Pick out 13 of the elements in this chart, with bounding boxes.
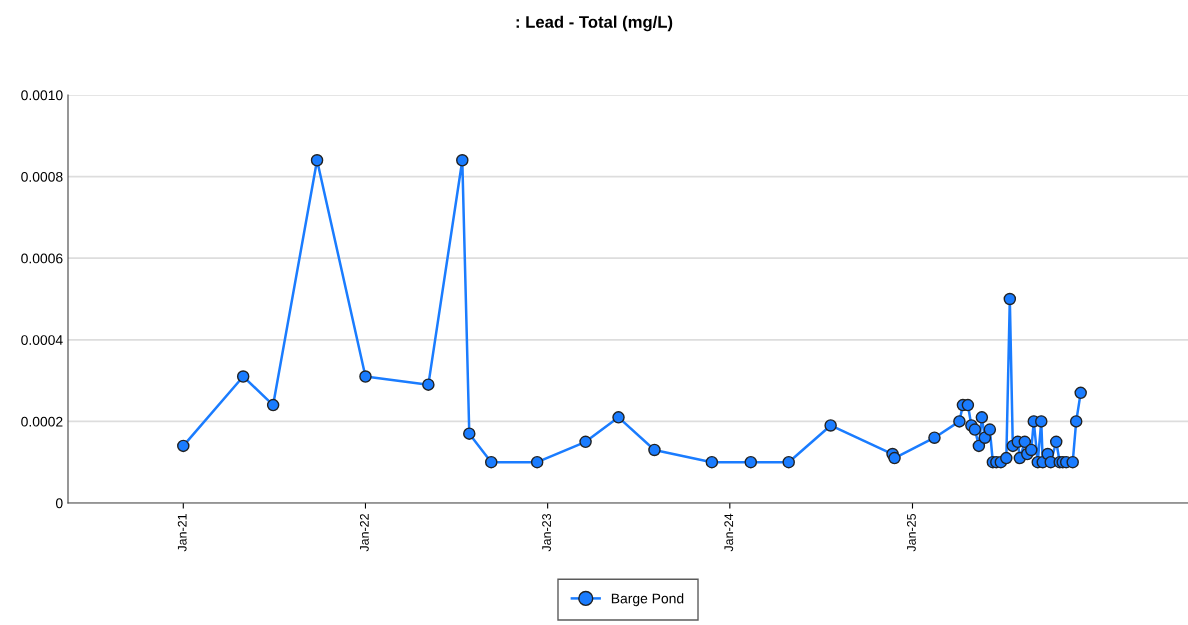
y-tick-label: 0.0008	[21, 171, 63, 182]
x-tick-label: Jan-22	[359, 514, 369, 552]
x-tick-label: Jan-21	[177, 514, 187, 552]
y-tick-label: 0.0004	[21, 335, 63, 345]
x-tick-label: Jan-24	[724, 513, 734, 552]
x-tick-label: Jan-23	[542, 513, 551, 552]
y-tick-label: 0.0010	[21, 90, 63, 101]
y-tick-label: 0.0002	[21, 416, 63, 427]
x-tick-label: Jan-25	[907, 513, 916, 552]
y-tick-label: 0	[55, 498, 63, 509]
chart-title: : Lead - Total (mg/L)	[516, 15, 673, 32]
y-tick-label: 0.0006	[21, 253, 63, 264]
legend-label: Barge Pond	[611, 593, 684, 607]
